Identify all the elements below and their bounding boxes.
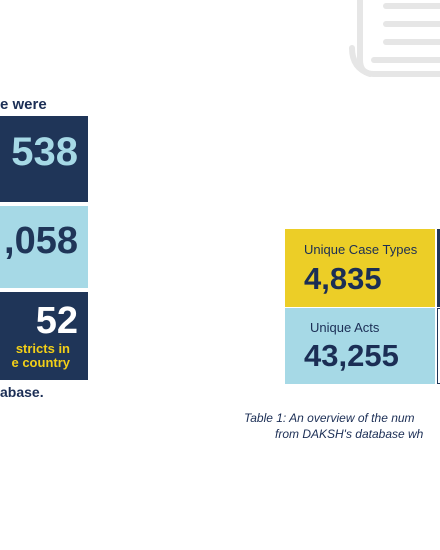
table-caption: Table 1: An overview of the num from DAK… xyxy=(244,410,440,442)
cell-value: 4,835 xyxy=(304,261,382,296)
table-cell-acts: Unique Acts 43,255 xyxy=(285,308,435,384)
table-cell-edge xyxy=(437,229,440,307)
stat-caption-line-1: stricts in xyxy=(15,341,70,356)
stat-box-3: 52 stricts in e country xyxy=(0,292,88,380)
stat-value-2: ,058 xyxy=(4,220,78,262)
table-cell-case-types: Unique Case Types 4,835 xyxy=(285,229,435,307)
stat-caption-3: stricts in e country xyxy=(11,342,70,370)
stat-caption-line-2: e country xyxy=(11,355,70,370)
stat-box-2: ,058 xyxy=(0,206,88,288)
cell-label: Unique Acts xyxy=(310,320,380,335)
stat-value-3: 52 xyxy=(35,300,78,342)
stat-box-1: 538 xyxy=(0,116,88,202)
caption-line-1: Table 1: An overview of the num xyxy=(244,411,415,425)
stats-heading: e were xyxy=(0,96,47,113)
stat-value-1: 538 xyxy=(11,130,78,174)
stats-footer: abase. xyxy=(0,384,44,400)
caption-line-2: from DAKSH's database wh xyxy=(275,427,424,441)
cell-value: 43,255 xyxy=(304,338,399,373)
cell-label: Unique Case Types xyxy=(304,242,418,257)
document-icon xyxy=(349,0,440,77)
table-cell-edge-outline xyxy=(437,308,440,384)
